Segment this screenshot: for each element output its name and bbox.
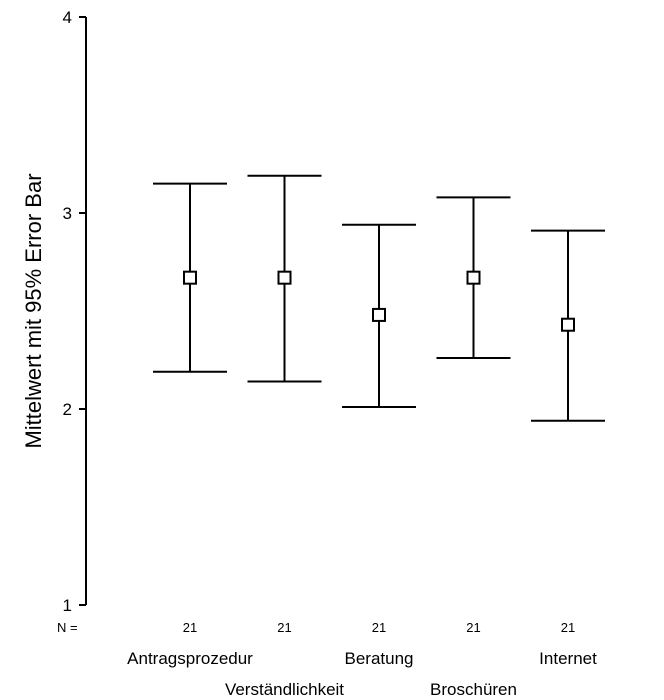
n-count-label: 21 — [561, 620, 575, 635]
y-axis-label: Mittelwert mit 95% Error Bar — [21, 173, 46, 448]
category-label: Beratung — [345, 649, 414, 668]
n-count-label: 21 — [183, 620, 197, 635]
mean-marker — [466, 270, 481, 285]
n-count-label: 21 — [277, 620, 291, 635]
category-label: Antragsprozedur — [127, 649, 253, 668]
mean-marker — [277, 270, 292, 285]
n-count-label: 21 — [466, 620, 480, 635]
category-label: Internet — [539, 649, 597, 668]
y-tick-label: 1 — [63, 596, 72, 615]
category-label: Verständlichkeit — [225, 680, 344, 699]
n-count-label: 21 — [372, 620, 386, 635]
n-prefix-label: N = — [57, 620, 78, 635]
category-label: Broschüren — [430, 680, 517, 699]
error-bars — [153, 174, 605, 422]
mean-marker — [372, 307, 386, 322]
y-tick-label: 2 — [63, 400, 72, 419]
mean-marker — [183, 270, 197, 285]
y-tick-label: 3 — [63, 204, 72, 223]
y-tick-label: 4 — [63, 8, 72, 27]
mean-marker — [561, 317, 575, 332]
axes: 1 2 3 4 — [63, 8, 87, 615]
